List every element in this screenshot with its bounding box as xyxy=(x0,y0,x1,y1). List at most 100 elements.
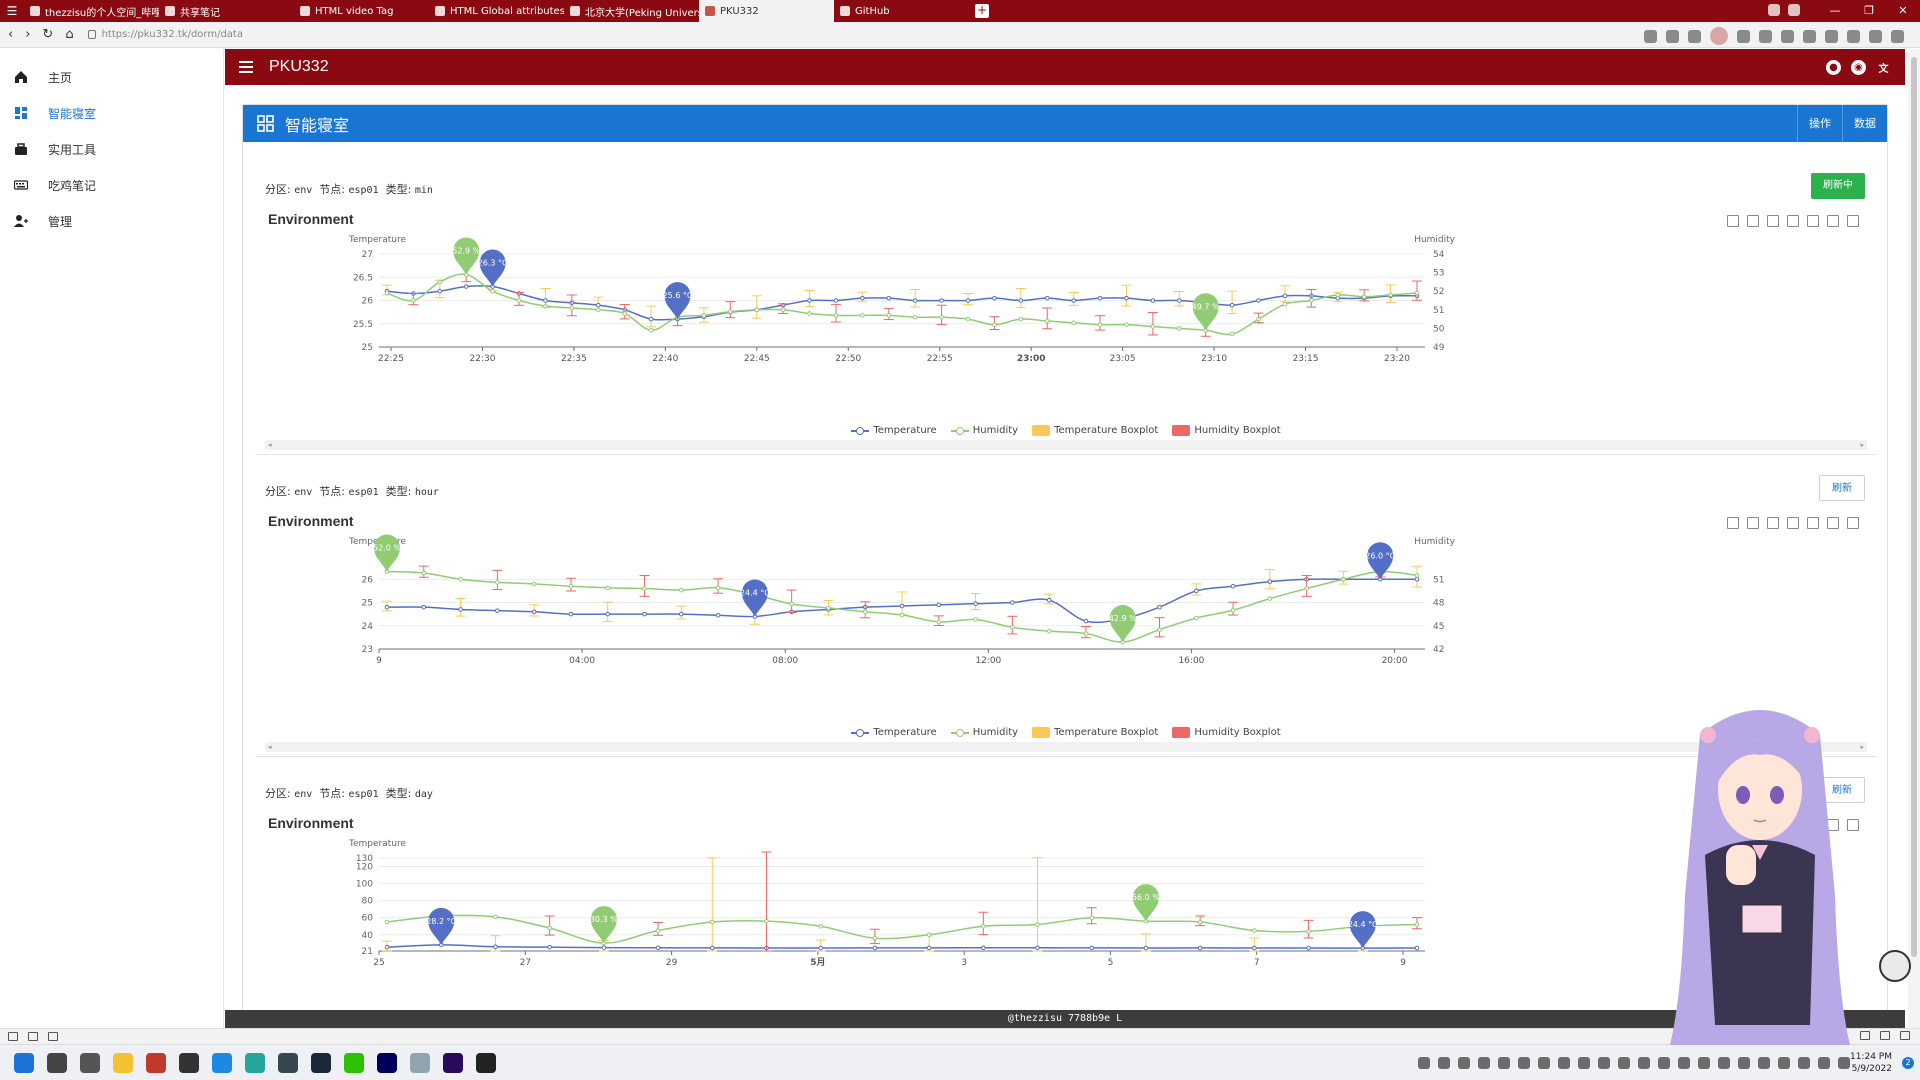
tray-icon[interactable] xyxy=(1518,1057,1530,1069)
premiere-icon[interactable] xyxy=(443,1053,463,1073)
panel-toggle-icon[interactable] xyxy=(8,1032,18,1041)
zoom-icon[interactable] xyxy=(1727,819,1739,831)
restore-icon[interactable] xyxy=(1827,517,1839,529)
browser-tab[interactable]: 北京大学(Peking University xyxy=(564,0,699,22)
search-icon[interactable] xyxy=(47,1053,67,1073)
extension-icon[interactable] xyxy=(1803,29,1816,43)
task-view-icon[interactable] xyxy=(80,1053,100,1073)
tray-icon[interactable] xyxy=(1678,1057,1690,1069)
reload-icon[interactable]: ↻ xyxy=(42,27,54,42)
tray-icon[interactable] xyxy=(1818,1057,1830,1069)
chart-datazoom-slider[interactable]: ◂ ▸ xyxy=(265,440,1867,450)
github-icon[interactable]: ◉ xyxy=(1851,59,1866,75)
bar-chart-icon[interactable] xyxy=(1807,517,1819,529)
back-icon[interactable]: ‹ xyxy=(8,27,14,42)
trash-icon[interactable] xyxy=(1788,4,1800,16)
browser-tab[interactable]: GitHub xyxy=(834,0,969,22)
tray-icon[interactable] xyxy=(1598,1057,1610,1069)
forward-icon[interactable]: › xyxy=(25,27,31,42)
audition-icon[interactable] xyxy=(377,1053,397,1073)
extension-icon[interactable] xyxy=(1781,29,1794,43)
legend-item[interactable]: Humidity Boxplot xyxy=(1172,425,1281,436)
maximize-button[interactable]: ❐ xyxy=(1864,4,1874,17)
refresh-button[interactable]: 刷新 xyxy=(1819,777,1865,803)
sidebar-item[interactable]: 吃鸡笔记 xyxy=(0,167,223,203)
line-chart-icon[interactable] xyxy=(1787,517,1799,529)
terminal-icon[interactable] xyxy=(179,1053,199,1073)
refresh-button[interactable]: 刷新中 xyxy=(1811,173,1865,199)
extension-icon[interactable] xyxy=(1869,29,1882,43)
tray-icon[interactable] xyxy=(1558,1057,1570,1069)
zoom-reset-icon[interactable] xyxy=(1747,517,1759,529)
window-icon[interactable] xyxy=(1880,1031,1890,1040)
extension-icon[interactable] xyxy=(1847,29,1860,43)
zoom-icon[interactable] xyxy=(1727,215,1739,227)
scrollbar-thumb[interactable] xyxy=(1911,57,1917,957)
tray-icon[interactable] xyxy=(1738,1057,1750,1069)
minimize-button[interactable]: — xyxy=(1829,4,1841,17)
home-nav-icon[interactable]: ⌂ xyxy=(65,27,74,42)
browser-tab[interactable]: thezzisu的个人空间_哔哩哔 xyxy=(24,0,159,22)
slider-left-arrow-icon[interactable]: ◂ xyxy=(268,441,272,449)
close-window-button[interactable]: ✕ xyxy=(1898,4,1908,17)
tray-icon[interactable] xyxy=(1698,1057,1710,1069)
translate-icon[interactable] xyxy=(1666,29,1679,43)
cloud-icon[interactable] xyxy=(1768,4,1780,16)
download-icon[interactable] xyxy=(1847,819,1859,831)
tray-icon[interactable] xyxy=(1718,1057,1730,1069)
vscode-icon[interactable] xyxy=(212,1053,232,1073)
tray-icon[interactable] xyxy=(1798,1057,1810,1069)
tray-icon[interactable] xyxy=(1498,1057,1510,1069)
file-explorer-icon[interactable] xyxy=(113,1053,133,1073)
restore-icon[interactable] xyxy=(1827,215,1839,227)
extension-icon[interactable] xyxy=(1891,29,1904,43)
wechat-icon[interactable] xyxy=(344,1053,364,1073)
hamburger-menu-icon[interactable] xyxy=(239,61,255,73)
tray-icon[interactable] xyxy=(1438,1057,1450,1069)
legend-item[interactable]: Humidity xyxy=(950,727,1018,738)
steam-icon[interactable] xyxy=(311,1053,331,1073)
tray-icon[interactable] xyxy=(1618,1057,1630,1069)
sidebar-item[interactable]: 智能寝室 xyxy=(0,95,223,131)
tray-icon[interactable] xyxy=(1478,1057,1490,1069)
actions-tab[interactable]: 操作 xyxy=(1797,105,1842,142)
slider-right-arrow-icon[interactable]: ▸ xyxy=(1860,743,1864,751)
tray-icon[interactable] xyxy=(1418,1057,1430,1069)
extension-icon[interactable] xyxy=(1825,29,1838,43)
bar-chart-icon[interactable] xyxy=(1807,215,1819,227)
zoom-icon[interactable] xyxy=(1727,517,1739,529)
extension-icon[interactable] xyxy=(1737,29,1750,43)
vivaldi-icon[interactable] xyxy=(146,1053,166,1073)
obs-icon[interactable] xyxy=(476,1053,496,1073)
data-tab[interactable]: 数据 xyxy=(1842,105,1887,142)
bookmark-icon[interactable] xyxy=(1688,29,1701,43)
slider-left-arrow-icon[interactable]: ◂ xyxy=(268,743,272,751)
vscode-insiders-icon[interactable] xyxy=(245,1053,265,1073)
page-scrollbar[interactable] xyxy=(1908,49,1920,1028)
tray-icon[interactable] xyxy=(1658,1057,1670,1069)
language-icon[interactable]: 文 xyxy=(1878,63,1889,75)
browser-menu-icon[interactable]: ☰ xyxy=(6,4,18,18)
extension-icon[interactable] xyxy=(1759,29,1772,43)
legend-item[interactable]: Temperature xyxy=(851,425,937,436)
tray-icon[interactable] xyxy=(1578,1057,1590,1069)
line-chart-icon[interactable] xyxy=(1787,215,1799,227)
refresh-button[interactable]: 刷新 xyxy=(1819,475,1865,501)
profile-avatar[interactable] xyxy=(1710,27,1728,45)
cloud-sync-icon[interactable] xyxy=(48,1032,58,1041)
tray-icon[interactable] xyxy=(1538,1057,1550,1069)
legend-item[interactable]: Humidity Boxplot xyxy=(1172,727,1281,738)
sidebar-item[interactable]: 管理 xyxy=(0,203,223,239)
sidebar-item[interactable]: 实用工具 xyxy=(0,131,223,167)
tiling-icon[interactable] xyxy=(28,1032,38,1041)
browser-tab[interactable]: 共享笔记 xyxy=(159,0,294,22)
data-view-icon[interactable] xyxy=(1767,517,1779,529)
taskbar-clock[interactable]: 11:24 PM 5/9/2022 xyxy=(1850,1051,1892,1075)
start-icon[interactable] xyxy=(14,1053,34,1073)
zoom-reset-icon[interactable] xyxy=(1747,819,1759,831)
new-tab-button[interactable]: + xyxy=(975,3,989,18)
image-icon[interactable] xyxy=(1900,1031,1910,1040)
slider-right-arrow-icon[interactable]: ▸ xyxy=(1860,441,1864,449)
data-view-icon[interactable] xyxy=(1767,819,1779,831)
legend-item[interactable]: Temperature Boxplot xyxy=(1032,425,1158,436)
